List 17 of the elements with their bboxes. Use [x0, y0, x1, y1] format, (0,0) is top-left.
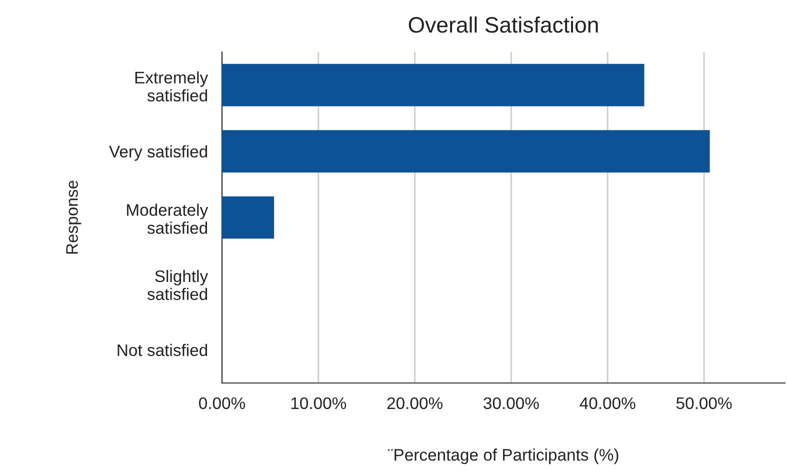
x-tick-label: 50.00%	[676, 397, 732, 410]
y-tick-label: Extremely satisfied	[135, 71, 208, 102]
chart-title: Overall Satisfaction	[408, 16, 598, 33]
bar	[222, 196, 274, 239]
bar	[222, 64, 644, 106]
bar	[222, 130, 710, 172]
y-tick-label: Moderately satisfied	[127, 204, 208, 234]
y-tick-label: Very satisfied	[109, 145, 208, 161]
y-tick-label: Slightly satisfied	[147, 270, 208, 300]
y-axis-title: Response	[66, 180, 82, 254]
y-tick-label: Not satisfied	[118, 344, 208, 356]
x-tick-label: 0.00%	[199, 397, 246, 410]
x-tick-label: 10.00%	[291, 397, 346, 410]
x-axis-title: ¨Percentage of Participants (%)	[388, 448, 618, 464]
x-tick-label: 30.00%	[484, 397, 539, 410]
x-tick-label: 40.00%	[580, 397, 636, 410]
x-tick-label: 20.00%	[387, 397, 442, 410]
